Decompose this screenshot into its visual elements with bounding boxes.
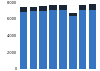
Bar (49, 5, 57, 10)
Bar (79, 5, 86, 10)
Bar (89, 4, 96, 10)
Bar (40, 11, 47, 69)
Bar (30, 7, 37, 11)
Bar (59, 5, 67, 10)
Bar (59, 10, 67, 69)
Bar (20, 12, 27, 69)
Bar (89, 10, 96, 69)
Bar (49, 10, 57, 69)
Bar (40, 6, 47, 11)
Bar (69, 13, 76, 16)
Bar (69, 16, 76, 69)
Bar (79, 10, 86, 69)
Bar (30, 11, 37, 69)
Bar (20, 7, 27, 12)
